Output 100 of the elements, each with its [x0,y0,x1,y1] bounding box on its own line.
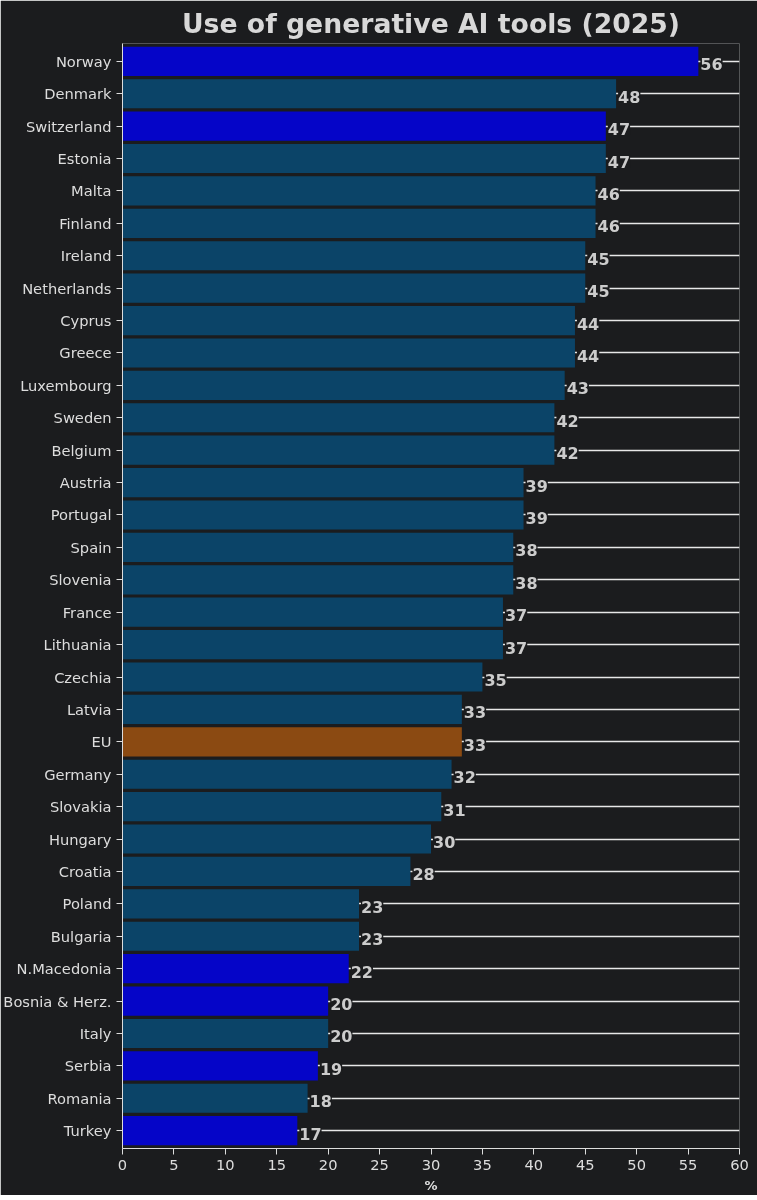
x-tick-label: 35 [473,1155,492,1173]
data-label: 44 [576,346,600,366]
x-tick-label: 10 [216,1155,235,1173]
bar [122,143,606,174]
data-label: 33 [463,703,487,723]
data-label: 31 [443,800,466,820]
data-label: 20 [330,995,353,1015]
data-label: 48 [618,87,641,107]
y-tick-label: EU [91,733,112,751]
bar [122,403,555,433]
x-tick-label: 5 [169,1155,179,1173]
bar [122,759,452,789]
y-tick-label: N.Macedonia [16,960,112,978]
data-label: 47 [607,120,631,140]
y-tick-label: Luxembourg [20,376,112,394]
bar [122,532,514,562]
data-label: 43 [566,379,589,399]
bar [122,630,503,660]
bar [122,176,596,206]
y-tick-label: Belgium [51,441,112,459]
data-label: 23 [361,930,384,950]
data-label: 35 [484,671,507,691]
y-tick-label: Sweden [53,409,112,427]
bar [122,370,565,400]
y-tick-label: Malta [71,182,112,200]
data-label: 37 [504,638,528,658]
bar [122,986,329,1016]
bar [122,792,442,822]
y-tick-label: Portugal [50,506,112,524]
x-tick-label: 40 [524,1155,544,1173]
x-tick-label: 25 [370,1155,389,1173]
y-tick-label: Norway [55,52,112,70]
data-label: 44 [576,314,600,334]
bar [122,79,617,109]
data-label: 30 [433,833,456,853]
y-tick-label: Austria [59,474,112,492]
data-label: 32 [453,768,476,788]
y-tick-label: Latvia [66,700,112,718]
data-label: 38 [515,573,538,593]
y-tick-label: Slovenia [49,571,112,589]
bar [122,273,586,303]
y-tick-label: Finland [59,214,112,232]
y-tick-label: Greece [59,344,112,362]
data-label: 45 [587,282,610,302]
x-tick-label: 55 [678,1155,698,1173]
x-tick-label: 45 [575,1155,595,1173]
bar [122,435,555,465]
data-label: 42 [556,444,579,464]
y-tick-label: Slovakia [49,798,112,816]
x-tick-label: 15 [267,1155,287,1173]
y-tick-label: Serbia [64,1057,112,1075]
bar [122,824,431,854]
y-tick-label: Poland [62,895,112,913]
data-label: 42 [556,411,579,431]
y-tick-label: Lithuania [43,636,112,654]
bar [122,111,606,141]
y-tick-label: Czechia [54,668,112,686]
x-tick-label: 0 [117,1155,128,1173]
y-tick-label: France [62,603,112,621]
chart-title: Use of generative AI tools (2025) [181,7,681,39]
x-axis-title: % [424,1177,438,1193]
bar [122,208,596,238]
y-tick-label: Bulgaria [50,927,112,945]
bar [122,727,462,757]
y-tick-label: Denmark [44,85,113,103]
bar [122,565,514,595]
y-tick-label: Netherlands [22,279,112,297]
bar [122,241,586,271]
bar [122,597,503,627]
bar [122,500,524,530]
bar [122,921,360,951]
y-tick-label: Hungary [48,830,112,848]
data-label: 23 [361,897,384,917]
data-label: 46 [597,217,620,237]
bar [122,305,575,336]
bar [122,856,411,887]
bar [122,1116,298,1146]
x-tick-label: 20 [318,1155,338,1173]
data-label: 47 [607,152,631,172]
y-tick-label: Switzerland [26,117,112,135]
data-label: 39 [525,476,548,496]
x-tick-label: 50 [627,1155,646,1173]
bar [122,694,462,724]
bar [122,1083,308,1113]
data-label: 56 [700,55,723,75]
y-tick-label: Italy [79,1024,112,1042]
data-label: 20 [330,1027,353,1047]
data-label: 17 [299,1124,322,1144]
x-tick-label: 30 [421,1155,441,1173]
y-tick-label: Ireland [60,247,112,265]
y-tick-label: Romania [47,1089,112,1107]
y-tick-label: Cyprus [60,312,112,330]
bar [122,1018,329,1049]
data-label: 22 [350,962,373,982]
y-tick-label: Germany [44,765,112,783]
data-label: 18 [309,1092,332,1112]
y-tick-label: Turkey [62,1122,112,1140]
data-label: 37 [504,606,528,626]
data-label: 45 [587,249,610,269]
bar [122,338,575,368]
